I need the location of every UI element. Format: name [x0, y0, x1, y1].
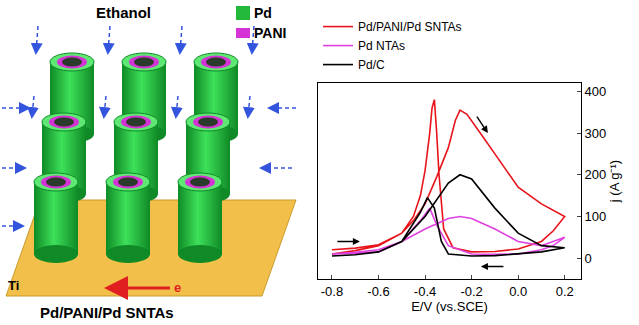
svg-text:Pd NTAs: Pd NTAs [358, 39, 405, 53]
svg-text:0: 0 [585, 251, 592, 266]
svg-text:Pd: Pd [254, 5, 272, 21]
svg-text:-0.8: -0.8 [321, 284, 343, 299]
svg-text:-0.6: -0.6 [367, 284, 389, 299]
svg-text:Ti: Ti [8, 278, 19, 293]
svg-text:e: e [174, 280, 181, 295]
svg-text:j (A g⁻¹): j (A g⁻¹) [607, 160, 622, 203]
svg-text:Ethanol: Ethanol [96, 4, 151, 21]
svg-text:-0.4: -0.4 [414, 284, 436, 299]
svg-text:0.2: 0.2 [556, 284, 574, 299]
svg-text:Pd/PANI/Pd SNTAs: Pd/PANI/Pd SNTAs [40, 304, 174, 321]
svg-text:-0.2: -0.2 [460, 284, 482, 299]
svg-text:Pd/C: Pd/C [358, 58, 385, 72]
svg-text:Pd/PANI/Pd SNTAs: Pd/PANI/Pd SNTAs [358, 20, 462, 34]
svg-text:0.0: 0.0 [509, 284, 527, 299]
svg-text:200: 200 [585, 167, 607, 182]
svg-text:400: 400 [585, 84, 607, 99]
svg-text:PANI: PANI [254, 25, 286, 41]
svg-text:100: 100 [585, 209, 607, 224]
svg-text:300: 300 [585, 126, 607, 141]
svg-text:E/V (vs.SCE): E/V (vs.SCE) [411, 299, 488, 314]
